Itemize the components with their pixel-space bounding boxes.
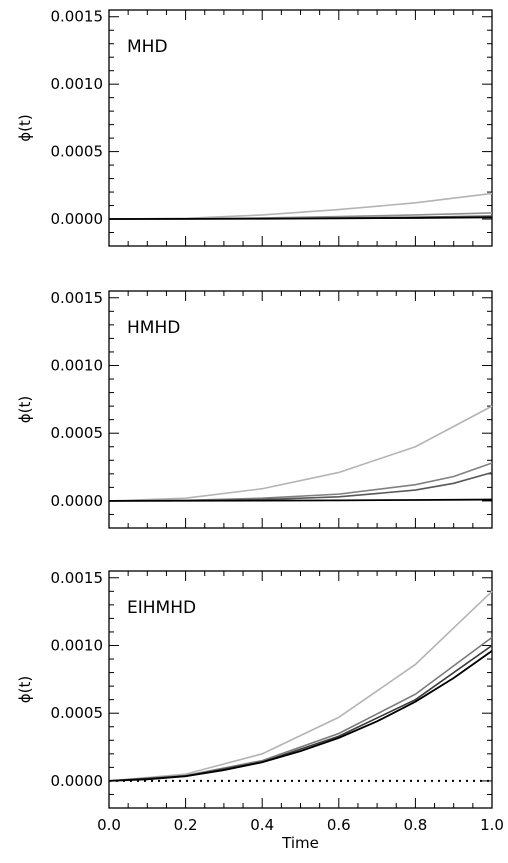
series-line-2 <box>108 462 493 502</box>
y-tick-label: 0.0010 <box>51 356 104 374</box>
series-line-1 <box>108 590 493 782</box>
panel-mhd: 0.0000 0.0005 0.0010 0.0015 ϕ(t) MHD <box>16 8 493 247</box>
y-tick-label: 0.0015 <box>51 569 104 587</box>
y-tick-label: 0.0005 <box>51 704 104 722</box>
y-tick-label: 0.0010 <box>51 75 104 93</box>
y-axis-title: ϕ(t) <box>16 676 34 703</box>
y-axis-title: ϕ(t) <box>16 114 34 141</box>
y-tick-label: 0.0000 <box>51 492 104 510</box>
series-line-4 <box>108 650 493 782</box>
x-tick-label: 0.2 <box>174 816 198 834</box>
x-tick-label: 1.0 <box>480 816 504 834</box>
y-axis-title: ϕ(t) <box>16 396 34 423</box>
panel-eihmhd: 0.0000 0.0005 0.0010 0.0015 0.0 0.2 0.4 0.6 0.8 1… <box>16 569 504 852</box>
y-tick-label: 0.0005 <box>51 424 104 442</box>
series-line-4 <box>108 216 493 220</box>
x-tick-label: 0.0 <box>97 816 121 834</box>
series-line-1 <box>108 405 493 502</box>
panel-label: MHD <box>127 37 168 57</box>
series-line-2 <box>108 636 493 782</box>
panel-label: HMHD <box>127 318 180 338</box>
y-tick-label: 0.0005 <box>51 143 104 161</box>
x-tick-label: 0.6 <box>327 816 351 834</box>
panel-label: EIHMHD <box>127 598 196 618</box>
x-tick-label: 0.8 <box>403 816 427 834</box>
x-axis-title: Time <box>281 834 319 852</box>
y-tick-label: 0.0010 <box>51 636 104 654</box>
y-tick-label: 0.0015 <box>51 289 104 307</box>
series-line-3 <box>108 644 493 782</box>
panel-hmhd: 0.0000 0.0005 0.0010 0.0015 ϕ(t) HMHD <box>16 289 493 529</box>
y-tick-label: 0.0000 <box>51 772 104 790</box>
y-tick-label: 0.0015 <box>51 8 104 26</box>
series-line-4 <box>108 498 493 502</box>
x-tick-label: 0.4 <box>250 816 274 834</box>
y-tick-label: 0.0000 <box>51 210 104 228</box>
